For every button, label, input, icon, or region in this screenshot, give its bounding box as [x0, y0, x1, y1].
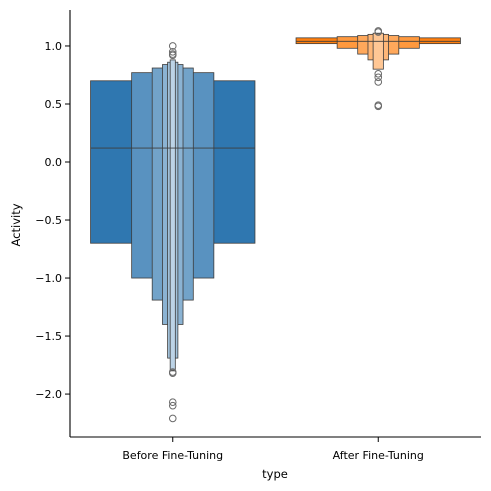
y-tick-label: 1.0: [45, 40, 63, 53]
y-axis-label: Activity: [9, 203, 23, 246]
outlier-point-0-3: [168, 51, 177, 60]
y-tick-label: −1.5: [35, 330, 62, 343]
x-tick-label: After Fine-Tuning: [333, 449, 424, 462]
outlier-point-0-6: [168, 398, 177, 406]
outlier-point-1-1: [374, 28, 383, 36]
y-tick-label: 0.0: [45, 156, 63, 169]
y-tick-label: −2.0: [35, 388, 62, 401]
y-tick-label: −0.5: [35, 214, 62, 227]
outlier-point-1-2: [374, 70, 383, 78]
outlier-point-1-3: [374, 73, 383, 82]
x-axis-label: type: [262, 467, 288, 481]
outlier-point-0-8: [168, 414, 177, 423]
x-tick-label: Before Fine-Tuning: [122, 449, 223, 462]
outlier-point-0-1: [168, 47, 177, 56]
outlier-point-1-4: [374, 78, 383, 86]
boxen-level-1-4: [372, 32, 384, 70]
plot-area: [90, 27, 461, 423]
y-tick-label: 0.5: [45, 98, 63, 111]
outlier-point-0-0: [168, 42, 177, 50]
outlier-point-0-5: [168, 369, 177, 377]
outlier-point-1-6: [374, 102, 383, 111]
axes: 1.0 0.5 0.0 −0.5 −1.0 −1.5 −2.0 Before Fine-Tun…: [35, 10, 481, 462]
boxen-level-0-5: [169, 59, 176, 372]
outlier-point-0-7: [168, 401, 177, 410]
y-tick-label: −1.0: [35, 272, 62, 285]
